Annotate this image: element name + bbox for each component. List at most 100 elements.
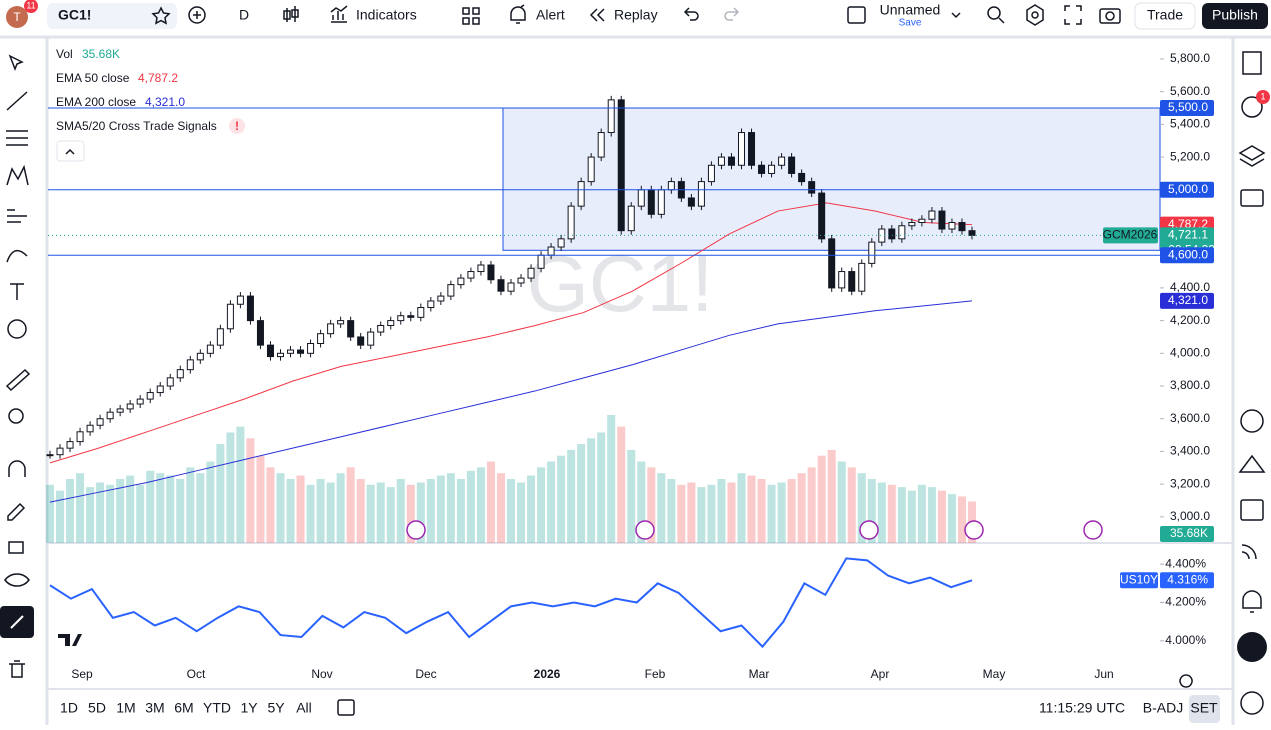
watchlist-icon[interactable]	[1242, 51, 1262, 75]
candle	[196, 352, 204, 361]
volume-bar	[757, 479, 766, 543]
cursor-tool[interactable]	[8, 54, 24, 72]
contract-label: GCM2026	[1103, 228, 1158, 242]
axis-settings[interactable]	[1179, 674, 1193, 688]
range-button[interactable]: 1Y	[240, 700, 258, 716]
symbol[interactable]: GC1!	[58, 7, 91, 23]
fullscreen-icon[interactable]	[1064, 5, 1082, 25]
search-icon[interactable]	[987, 6, 1001, 20]
text-tool[interactable]	[10, 283, 24, 300]
layout-name[interactable]: Unnamed	[880, 2, 941, 18]
pattern-tool[interactable]	[6, 164, 29, 186]
range-button[interactable]: 1M	[116, 700, 135, 716]
save[interactable]: Save	[899, 18, 922, 29]
y-tick-label: 5,400.0	[1170, 117, 1210, 131]
volume-bar	[196, 473, 205, 543]
undo-icon[interactable]	[683, 7, 699, 21]
candle	[106, 411, 114, 420]
volume-bar	[446, 473, 455, 543]
layers-icon[interactable]	[1238, 145, 1266, 167]
templates-icon[interactable]	[462, 7, 480, 25]
publish[interactable]: Publish	[1212, 7, 1258, 23]
range-button[interactable]: 5D	[88, 700, 106, 716]
stream-icon[interactable]	[1241, 544, 1257, 560]
event-icon[interactable]	[1083, 520, 1103, 540]
range-button[interactable]: 1D	[60, 700, 78, 716]
event-icon[interactable]	[635, 520, 655, 540]
session-button[interactable]	[1189, 695, 1220, 723]
avatar[interactable]	[6, 6, 28, 28]
alert[interactable]: Alert	[536, 7, 565, 23]
candle	[868, 241, 876, 264]
forecast-tool[interactable]	[7, 209, 27, 223]
y-tick-label: 3,600.0	[1170, 411, 1210, 425]
notifications-icon[interactable]	[1242, 590, 1262, 613]
replay-icon[interactable]	[589, 8, 605, 22]
candle	[737, 132, 746, 166]
event-icon[interactable]	[859, 520, 879, 540]
alerts-icon[interactable]	[1241, 96, 1263, 118]
warning[interactable]	[229, 118, 245, 134]
calendar-icon[interactable]	[1240, 499, 1264, 521]
price-label: 4,321.0	[1168, 293, 1208, 307]
candle	[126, 403, 134, 410]
help-icon[interactable]	[1240, 691, 1264, 715]
y-tick-label: 3,200.0	[1170, 476, 1210, 490]
trade[interactable]: Trade	[1147, 7, 1183, 23]
interval[interactable]: D	[239, 7, 249, 23]
event-icon[interactable]	[406, 520, 426, 540]
trendline-tool[interactable]	[6, 91, 28, 111]
search-handle	[998, 17, 1005, 24]
indicators[interactable]: Indicators	[356, 7, 417, 23]
compare-icon[interactable]	[188, 6, 206, 24]
ruler-tool[interactable]	[5, 368, 31, 392]
trash-tool[interactable]	[9, 660, 25, 678]
drawing-mode[interactable]	[7, 502, 26, 521]
candle	[537, 254, 545, 269]
zoom-tool[interactable]	[8, 408, 24, 424]
chevron	[65, 148, 75, 155]
chat-icon[interactable]	[1240, 189, 1264, 207]
snapshot-icon[interactable]	[1099, 8, 1121, 24]
goto-date-icon[interactable]	[337, 699, 355, 716]
candle	[497, 279, 505, 292]
dropdown[interactable]	[951, 12, 961, 19]
layout-icon[interactable]	[847, 6, 866, 24]
fib-tool[interactable]	[6, 130, 28, 146]
apps-icon[interactable]	[1237, 632, 1267, 662]
range-button[interactable]: 6M	[174, 700, 193, 716]
range-button[interactable]: 3M	[145, 700, 164, 716]
volume-bar	[316, 479, 325, 543]
indicators-icon[interactable]	[330, 5, 348, 23]
redo-icon[interactable]	[724, 7, 740, 21]
volume-bar	[627, 449, 636, 543]
settings-icon[interactable]	[1026, 4, 1044, 26]
replay[interactable]: Replay	[614, 7, 658, 23]
range-button[interactable]: YTD	[203, 700, 231, 716]
volume-bar	[937, 490, 946, 543]
range-button[interactable]: All	[296, 700, 312, 716]
us10y-name-bg	[1120, 572, 1158, 589]
x-tick-label: Apr	[871, 667, 890, 681]
lock-tool[interactable]	[8, 541, 24, 554]
symbol-search[interactable]	[47, 3, 177, 29]
ideas-icon[interactable]	[1238, 454, 1266, 473]
emoji-tool[interactable]	[7, 319, 27, 339]
trade-button[interactable]	[1134, 2, 1196, 30]
favorite-icon[interactable]	[151, 6, 171, 25]
range-button[interactable]: 5Y	[267, 700, 285, 716]
adjust[interactable]: B-ADJ	[1143, 700, 1183, 716]
alert-icon[interactable]	[510, 4, 526, 24]
gauge-icon[interactable]	[1240, 409, 1264, 433]
magnet-tool[interactable]	[8, 460, 26, 477]
publish-button[interactable]	[1202, 3, 1268, 29]
chart-type-icon[interactable]	[283, 6, 299, 22]
session[interactable]: SET	[1190, 700, 1218, 716]
volume-bar	[787, 479, 796, 543]
candle	[417, 307, 425, 318]
visibility-tool[interactable]	[4, 573, 30, 587]
brush-tool[interactable]	[6, 249, 28, 263]
tv-logo	[58, 634, 82, 646]
volume-bar	[116, 479, 125, 543]
event-icon[interactable]	[964, 520, 984, 540]
